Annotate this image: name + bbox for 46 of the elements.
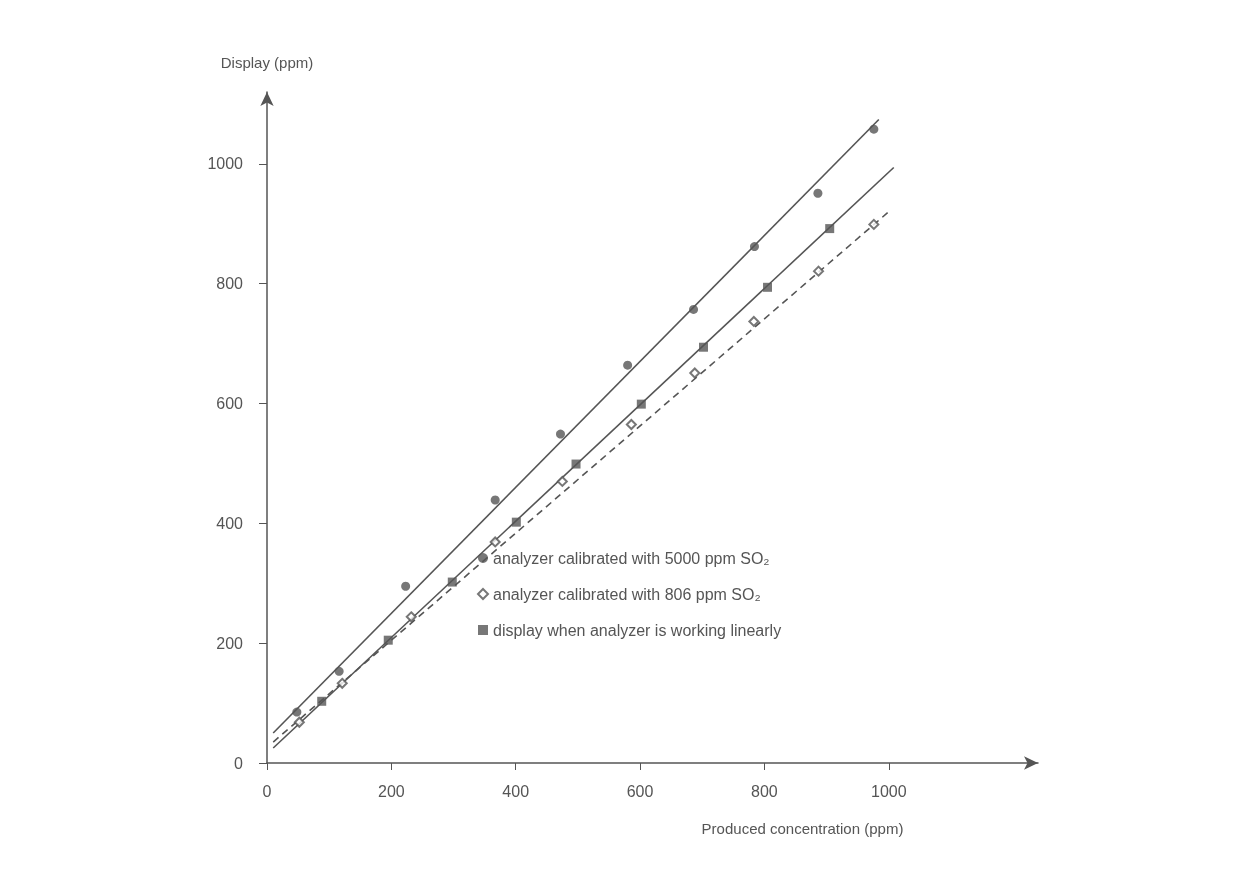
point [813, 188, 823, 198]
point [447, 577, 457, 587]
legend-label: analyzer calibrated with 5000 ppm SO₂ [493, 549, 770, 567]
legend-label: analyzer calibrated with 806 ppm SO₂ [493, 585, 761, 603]
y-tick-label: 800 [216, 275, 244, 293]
point [292, 707, 302, 717]
legend-label: display when analyzer is working linearly [493, 621, 782, 639]
y-tick-label: 400 [216, 514, 244, 532]
point [825, 224, 835, 234]
point [689, 367, 701, 379]
x-tick-label: 800 [751, 782, 778, 800]
point [623, 360, 633, 370]
point [555, 429, 565, 439]
point [571, 459, 581, 469]
point [336, 677, 348, 689]
point [334, 666, 344, 676]
point [813, 265, 825, 277]
point [511, 517, 521, 527]
point [625, 419, 637, 430]
x-tick-label: 200 [378, 782, 405, 800]
point [293, 716, 305, 728]
point [698, 342, 708, 352]
point [556, 475, 568, 487]
point [749, 242, 759, 252]
point [317, 696, 327, 706]
y-tick-label: 0 [234, 754, 244, 772]
y-tick-label: 1000 [207, 155, 244, 173]
point [489, 536, 501, 548]
point [763, 282, 773, 292]
x-tick-label: 600 [626, 782, 654, 800]
y-axis-title: Display (ppm) [220, 54, 314, 71]
point [636, 399, 646, 409]
point [490, 495, 500, 505]
point [869, 124, 879, 134]
x-tick-label: 1000 [870, 782, 907, 800]
point [689, 304, 699, 314]
point [401, 581, 411, 591]
point [405, 611, 417, 623]
x-axis-title: Produced concentration (ppm) [701, 820, 904, 837]
y-tick-label: 600 [216, 395, 244, 413]
point [383, 635, 393, 645]
point [748, 315, 760, 327]
x-tick-label: 0 [262, 782, 272, 800]
point [868, 218, 880, 230]
y-tick-label: 200 [216, 634, 244, 652]
x-tick-label: 400 [502, 782, 530, 800]
